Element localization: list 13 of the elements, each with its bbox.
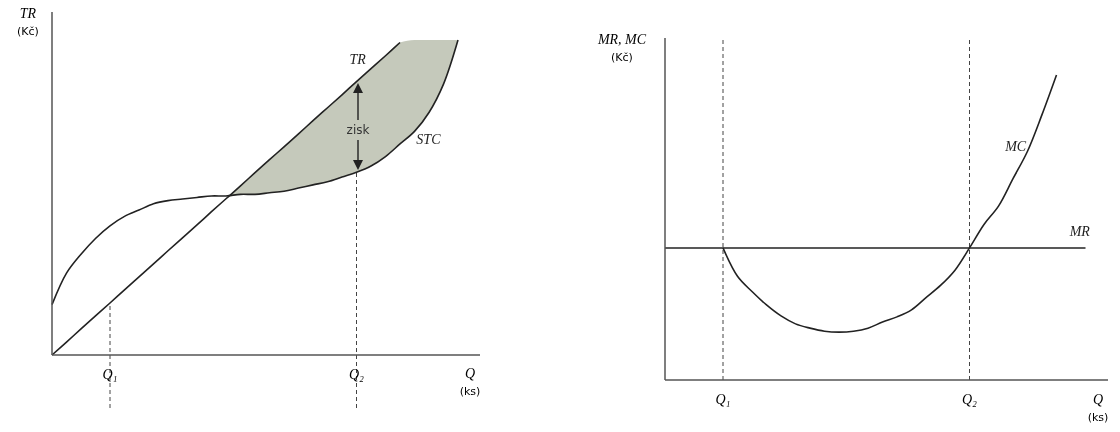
x-tick-label: Q₂ [962,392,978,407]
x-axis-title: Q (ks) [1087,392,1109,424]
series-label: STC [416,131,442,147]
x-tick-label: Q₂ [349,367,365,382]
series-label: TR [349,51,367,67]
y-axis-title: MR, MC (Kč) [596,32,647,64]
x-axis-title: Q (ks) [459,366,481,398]
series-label: MC [1004,139,1027,155]
x-tick-label: Q₁ [715,392,731,407]
annotation: zisk [346,123,370,137]
x-tick-label: Q₁ [102,367,118,382]
series-label: MR [1068,223,1091,239]
y-axis-title: TR (Kč) [17,6,39,38]
